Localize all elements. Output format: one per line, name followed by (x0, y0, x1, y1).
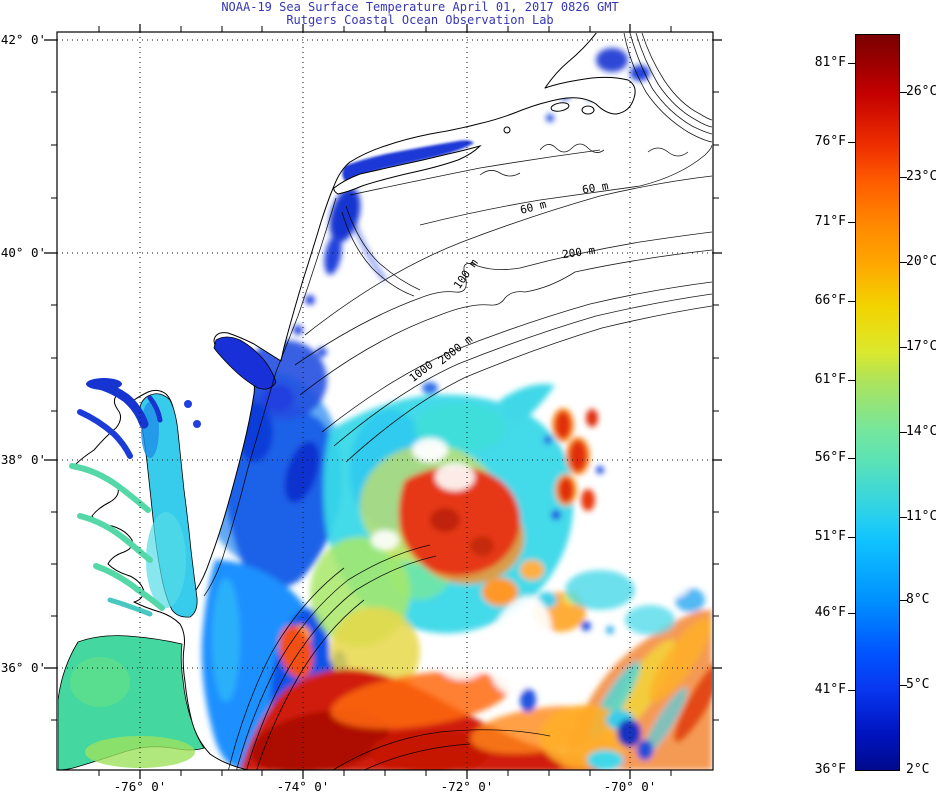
colorbar-c-label: 23°C (906, 169, 936, 184)
colorbar-c-label: 8°C (906, 592, 930, 607)
lat-label: 42° 0' (1, 32, 46, 47)
colorbar-c-label: 5°C (906, 677, 930, 692)
lat-label: 38° 0' (1, 452, 46, 467)
colorbar-f-tick (848, 690, 855, 691)
colorbar-c-tick (900, 92, 907, 93)
lat-label: 40° 0' (1, 245, 46, 260)
colorbar-c-label: 26°C (906, 84, 936, 99)
colorbar-c-tick (900, 347, 907, 348)
colorbar-f-label: 36°F (814, 762, 846, 777)
contour-label: 200 m (561, 244, 596, 262)
lon-label: -72° 0' (441, 779, 494, 794)
sst-field (198, 48, 712, 770)
colorbar-f-label: 46°F (814, 605, 846, 620)
colorbar-c-label: 17°C (906, 339, 936, 354)
colorbar-c-tick (900, 600, 907, 601)
land-layer (58, 33, 636, 770)
colorbar-f-label: 61°F (814, 372, 846, 387)
colorbar-c-tick (900, 685, 907, 686)
lon-label: -76° 0' (114, 779, 167, 794)
colorbar-f-tick (848, 301, 855, 302)
lon-label: -74° 0' (277, 779, 330, 794)
colorbar-c-tick (900, 262, 907, 263)
colorbar-c-label: 20°C (906, 254, 936, 269)
colorbar-c-label: 14°C (906, 424, 936, 439)
bathymetry-contours (203, 33, 712, 770)
title-block: NOAA-19 Sea Surface Temperature April 01… (221, 1, 618, 27)
title-line1: NOAA-19 Sea Surface Temperature April 01… (221, 0, 619, 14)
colorbar-f-tick (848, 63, 855, 64)
colorbar-f-tick (848, 458, 855, 459)
colorbar-c-label: 2°C (906, 762, 930, 777)
colorbar-f-label: 41°F (814, 682, 846, 697)
colorbar-c-label: 11°C (906, 509, 936, 524)
delaware-bay-water (213, 336, 277, 390)
colorbar-f-label: 66°F (814, 293, 846, 308)
contour-label: 60 m (519, 198, 548, 217)
colorbar-c-tick (900, 432, 907, 433)
colorbar-f-tick (848, 537, 855, 538)
colorbar-f-label: 71°F (814, 214, 846, 229)
axis-labels: 42° 0' 40° 0' 38° 0' 36° 0' -76° 0' -74°… (1, 32, 657, 794)
colorbar-f-tick (848, 142, 855, 143)
colorbar-c-tick (900, 177, 907, 178)
colorbar-f-tick (848, 222, 855, 223)
colorbar-gradient (855, 34, 900, 771)
lon-label: -70° 0' (604, 779, 657, 794)
colorbar-f-tick (848, 380, 855, 381)
colorbar-f-tick (848, 613, 855, 614)
colorbar-f-label: 56°F (814, 450, 846, 465)
colorbar-f-label: 81°F (814, 55, 846, 70)
colorbar-f-label: 51°F (814, 529, 846, 544)
contour-label: 60 m (581, 179, 610, 196)
map-frame (44, 24, 722, 779)
coastline-long-island (333, 145, 482, 195)
colorbar-f-label: 76°F (814, 134, 846, 149)
title-line2: Rutgers Coastal Ocean Observation Lab (286, 13, 554, 27)
lat-label: 36° 0' (1, 660, 46, 675)
colorbar-c-tick (900, 517, 907, 518)
